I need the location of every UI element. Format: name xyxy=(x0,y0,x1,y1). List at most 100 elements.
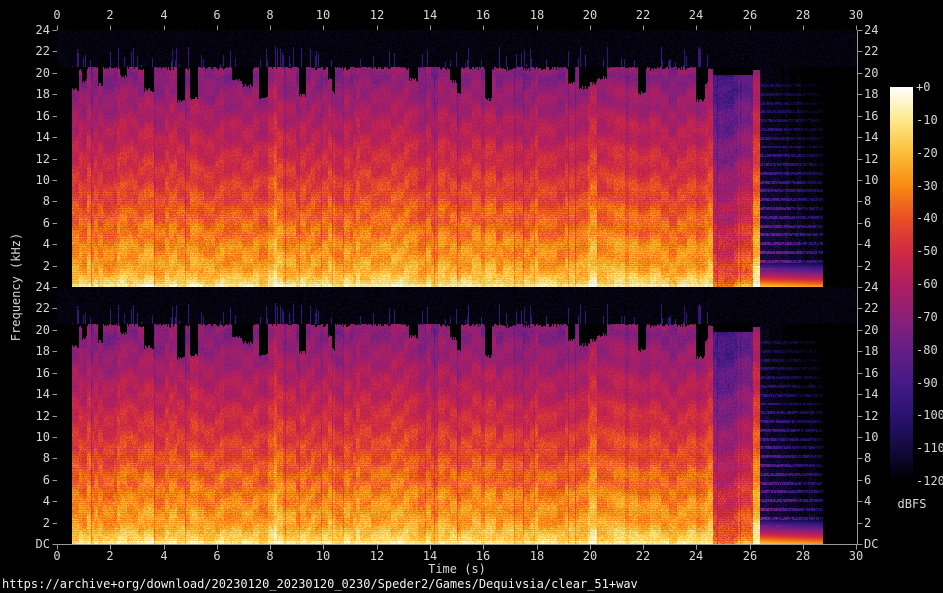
colorbar-tick-label: -120 xyxy=(916,474,943,488)
time-axis-title: Time (s) xyxy=(428,562,486,576)
spectrogram-channel-1 xyxy=(57,30,857,287)
colorbar-tick-label: -80 xyxy=(916,343,938,357)
time-tick-label: 4 xyxy=(160,8,168,22)
time-tick-label: 20 xyxy=(582,549,598,563)
colorbar-tick-label: -60 xyxy=(916,277,938,291)
time-tick-label: 26 xyxy=(742,549,758,563)
freq-tick-label: 20 xyxy=(864,66,879,80)
freq-tick-label: 4 xyxy=(864,494,872,508)
time-tick-label: 2 xyxy=(106,8,114,22)
freq-tick-label: 14 xyxy=(864,130,879,144)
colorbar-tick-label: -20 xyxy=(916,146,938,160)
time-tick-label: 30 xyxy=(848,8,864,22)
time-tick-label: 18 xyxy=(529,8,545,22)
freq-tick-label: 18 xyxy=(35,87,50,101)
freq-tick-label: 20 xyxy=(864,323,879,337)
freq-tick-label: 2 xyxy=(864,516,872,530)
time-tick-label: 14 xyxy=(422,549,438,563)
freq-tick-label: 14 xyxy=(864,387,879,401)
freq-tick-label: 2 xyxy=(42,259,50,273)
freq-tick-label: 14 xyxy=(35,130,50,144)
freq-tick-label: 8 xyxy=(42,451,50,465)
time-tick-label: 6 xyxy=(213,8,221,22)
colorbar xyxy=(890,87,913,481)
freq-tick-label: 16 xyxy=(864,109,879,123)
time-tick-label: 18 xyxy=(529,549,545,563)
time-tick-label: 24 xyxy=(688,549,704,563)
time-tick-label: 0 xyxy=(53,549,61,563)
freq-tick-label: 4 xyxy=(42,237,50,251)
freq-tick-label: 16 xyxy=(35,109,50,123)
colorbar-tick-label: -90 xyxy=(916,376,938,390)
spectrogram-channel-2 xyxy=(57,287,857,544)
time-tick-label: 0 xyxy=(53,8,61,22)
time-tick-label: 24 xyxy=(688,8,704,22)
freq-tick-label: 6 xyxy=(42,473,50,487)
freq-tick-label: 6 xyxy=(42,216,50,230)
time-tick-label: 28 xyxy=(795,549,811,563)
freq-tick-label: 8 xyxy=(864,194,872,208)
freq-tick-label: 6 xyxy=(864,473,872,487)
freq-tick-label: 14 xyxy=(35,387,50,401)
freq-tick-label: 18 xyxy=(864,87,879,101)
time-tick-label: 6 xyxy=(213,549,221,563)
freq-tick-label: 24 xyxy=(864,23,879,37)
time-tick-label: 30 xyxy=(848,549,864,563)
time-tick-label: 20 xyxy=(582,8,598,22)
time-tick-label: 10 xyxy=(315,8,331,22)
source-url-text: https://archive+org/download/20230120_20… xyxy=(2,577,638,591)
freq-tick-label: 22 xyxy=(864,44,879,58)
freq-tick-label: 22 xyxy=(35,301,50,315)
freq-tick-label: 20 xyxy=(35,66,50,80)
time-tick-label: 8 xyxy=(266,8,274,22)
freq-tick-label: 20 xyxy=(35,323,50,337)
time-tick-label: 22 xyxy=(635,8,651,22)
time-tick-label: 4 xyxy=(160,549,168,563)
time-tick-label: 8 xyxy=(266,549,274,563)
freq-tick-label: 18 xyxy=(864,344,879,358)
colorbar-tick-label: +0 xyxy=(916,80,931,94)
colorbar-tick-label: -40 xyxy=(916,211,938,225)
freq-tick-label: 16 xyxy=(864,366,879,380)
time-tick-label: 16 xyxy=(475,8,491,22)
freq-tick-label: 4 xyxy=(42,494,50,508)
freq-tick-label: 12 xyxy=(864,409,879,423)
time-tick-label: 28 xyxy=(795,8,811,22)
time-tick-label: 16 xyxy=(475,549,491,563)
freq-tick-label: 10 xyxy=(864,430,879,444)
freq-tick-label: 10 xyxy=(864,173,879,187)
freq-tick-label: 18 xyxy=(35,344,50,358)
colorbar-unit-label: dBFS xyxy=(897,497,927,511)
time-tick-label: 10 xyxy=(315,549,331,563)
freq-tick-label: 2 xyxy=(864,259,872,273)
time-tick-label: 26 xyxy=(742,8,758,22)
freq-tick-label: 12 xyxy=(864,152,879,166)
freq-tick-label: 16 xyxy=(35,366,50,380)
colorbar-tick-label: -70 xyxy=(916,310,938,324)
freq-tick-label: 10 xyxy=(35,173,50,187)
freq-tick-label: DC xyxy=(864,537,879,551)
freq-tick-label: 24 xyxy=(35,280,50,294)
colorbar-tick-label: -110 xyxy=(916,441,943,455)
freq-tick-label: 2 xyxy=(42,516,50,530)
freq-tick-label: 6 xyxy=(864,216,872,230)
freq-tick-label: 12 xyxy=(35,152,50,166)
colorbar-tick-label: -100 xyxy=(916,408,943,422)
freq-tick-label: 22 xyxy=(864,301,879,315)
freq-tick-label: 24 xyxy=(35,23,50,37)
time-tick-label: 22 xyxy=(635,549,651,563)
freq-tick-label: 12 xyxy=(35,409,50,423)
colorbar-tick-label: -50 xyxy=(916,244,938,258)
time-tick-label: 2 xyxy=(106,549,114,563)
freq-tick-label: DC xyxy=(35,537,50,551)
freq-axis-title: Frequency (kHz) xyxy=(9,232,23,342)
freq-tick-label: 8 xyxy=(864,451,872,465)
colorbar-tick-label: -10 xyxy=(916,113,938,127)
freq-tick-label: 8 xyxy=(42,194,50,208)
freq-tick-label: 22 xyxy=(35,44,50,58)
time-tick-label: 14 xyxy=(422,8,438,22)
freq-tick-label: 4 xyxy=(864,237,872,251)
freq-tick-label: 24 xyxy=(864,280,879,294)
freq-tick-label: 10 xyxy=(35,430,50,444)
